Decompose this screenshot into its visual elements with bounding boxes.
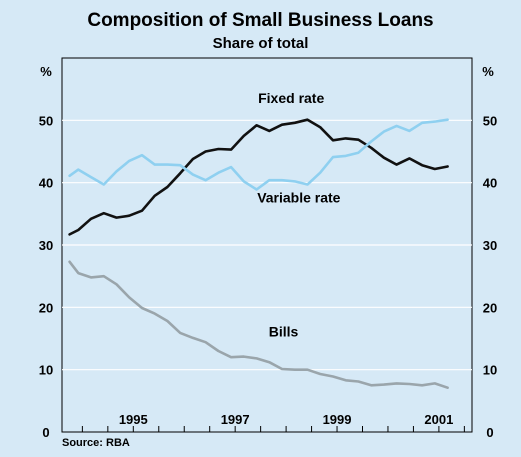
y-axis-unit-right: % bbox=[482, 64, 494, 79]
y-tick-label-left: 50 bbox=[39, 113, 53, 128]
series-line-fixed-rate bbox=[68, 118, 449, 236]
y-tick-label-left: 20 bbox=[39, 300, 53, 315]
y-tick-label-right: 0 bbox=[486, 425, 493, 440]
x-tick-label: 1995 bbox=[119, 412, 148, 427]
x-axis: 1995 1997 1999 2001 bbox=[119, 412, 454, 427]
x-tick-label: 1997 bbox=[221, 412, 250, 427]
x-tick-label: 1999 bbox=[323, 412, 352, 427]
x-tick-label: 2001 bbox=[424, 412, 453, 427]
series-line-variable-rate bbox=[68, 118, 449, 191]
series-label-bills: Bills bbox=[269, 324, 299, 340]
y-axis-unit-left: % bbox=[40, 64, 52, 79]
y-tick-label-right: 50 bbox=[483, 113, 497, 128]
series-labels: Fixed rate Variable rate Bills bbox=[257, 90, 340, 340]
source-note: Source: RBA bbox=[62, 437, 130, 449]
y-tick-label-left: 40 bbox=[39, 176, 53, 191]
chart-subtitle: Share of total bbox=[212, 35, 309, 52]
y-tick-label-right: 30 bbox=[483, 238, 497, 253]
y-tick-label-right: 40 bbox=[483, 176, 497, 191]
series-lines bbox=[68, 118, 449, 389]
y-axis-right: 0 10 20 30 40 50 bbox=[483, 113, 497, 440]
y-tick-label-left: 10 bbox=[39, 363, 53, 378]
series-line-bills bbox=[68, 260, 449, 389]
y-axis-left: 0 10 20 30 40 50 bbox=[39, 113, 53, 440]
y-tick-label-left: 30 bbox=[39, 238, 53, 253]
chart-title: Composition of Small Business Loans bbox=[87, 10, 434, 31]
y-tick-label-right: 10 bbox=[483, 363, 497, 378]
series-label-variable-rate: Variable rate bbox=[257, 190, 340, 206]
series-label-fixed-rate: Fixed rate bbox=[258, 90, 324, 106]
y-tick-label-left: 0 bbox=[42, 425, 49, 440]
y-tick-label-right: 20 bbox=[483, 300, 497, 315]
x-tick-marks bbox=[81, 426, 465, 432]
